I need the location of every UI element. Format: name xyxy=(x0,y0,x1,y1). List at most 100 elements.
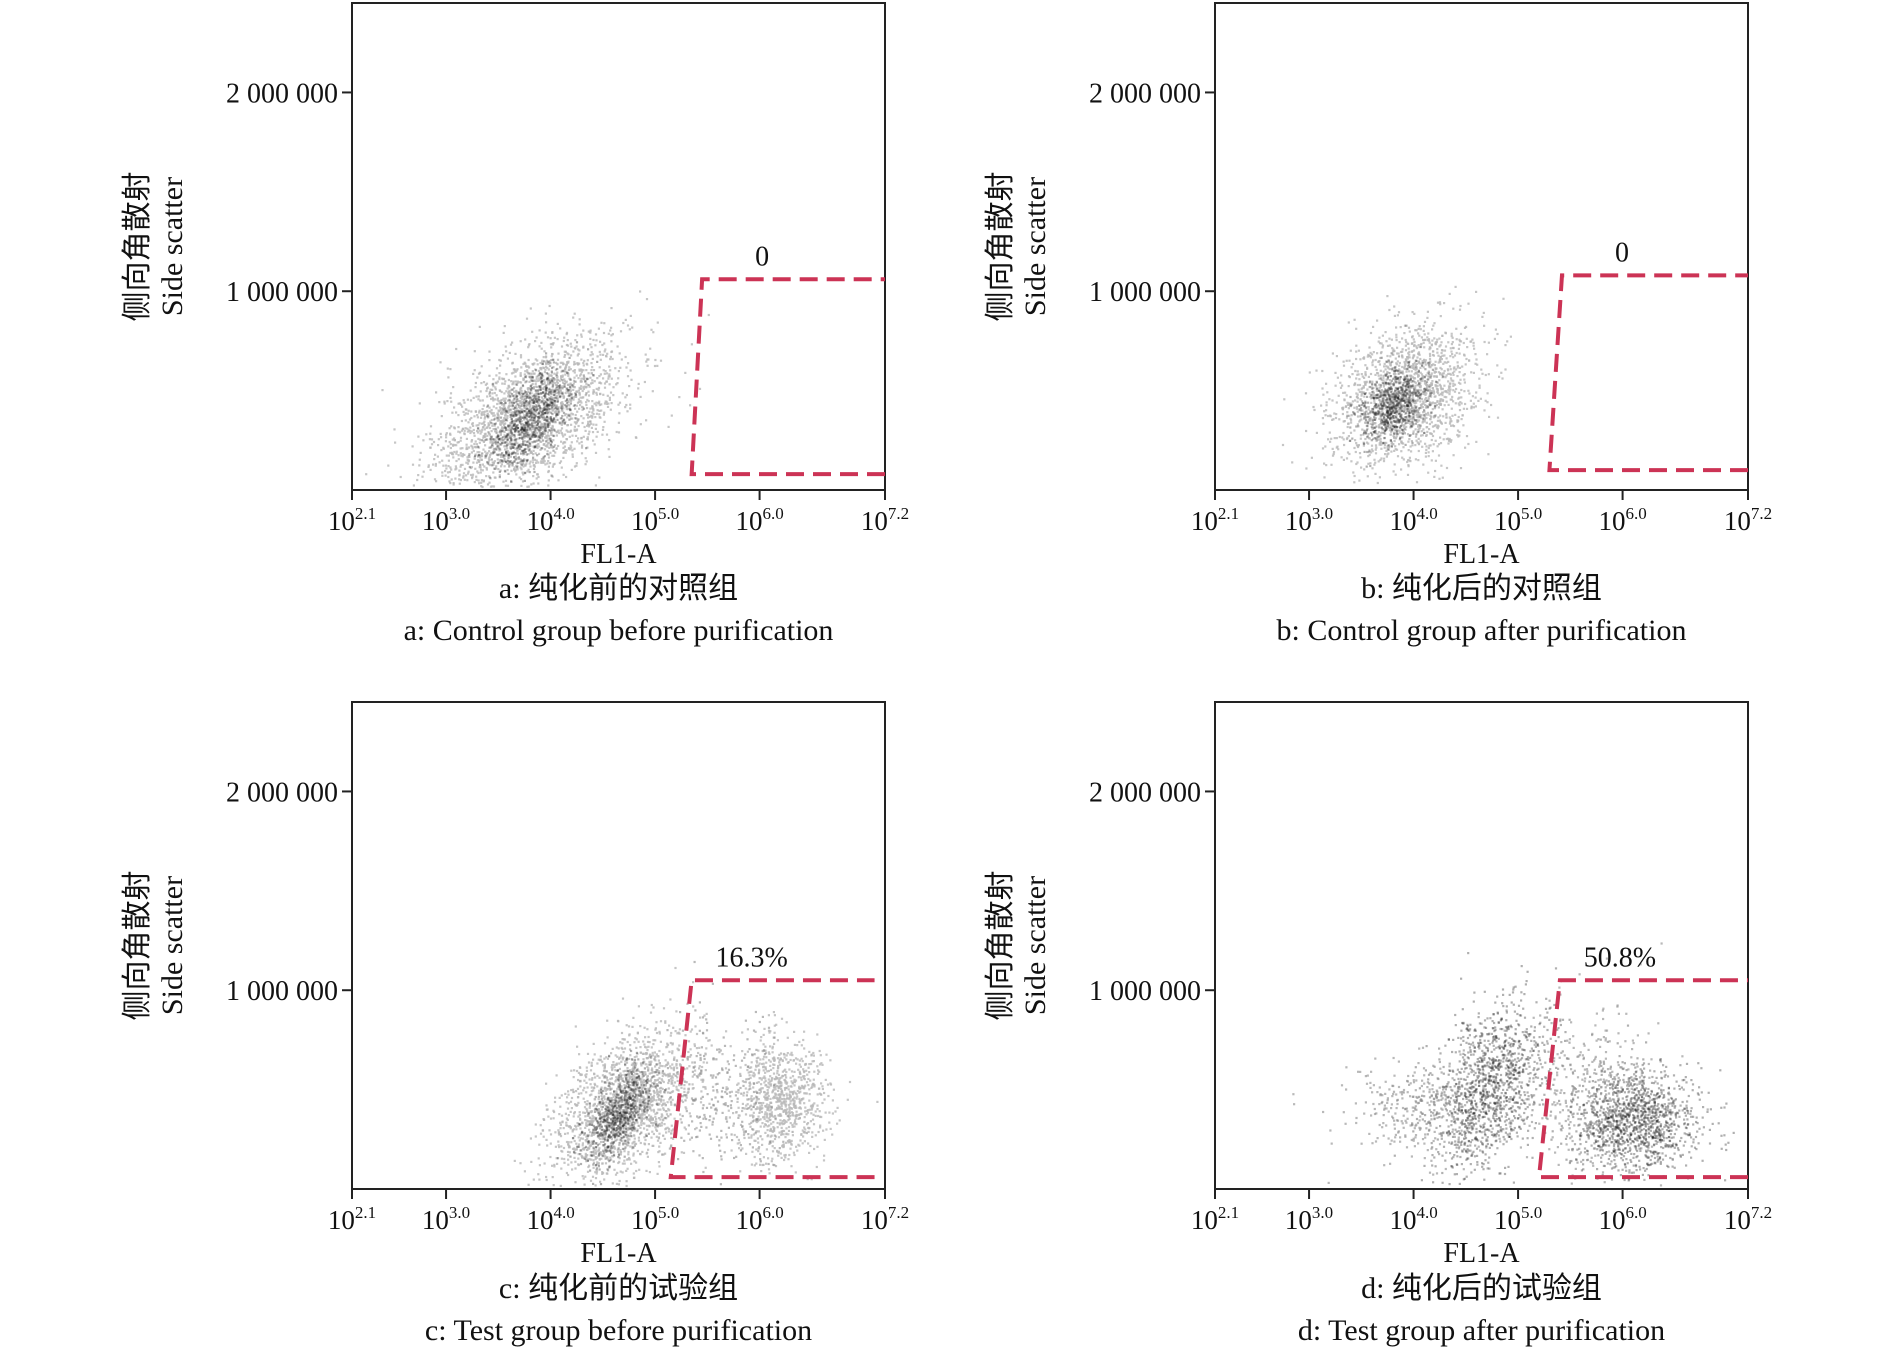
data-point xyxy=(585,447,588,450)
data-point xyxy=(1395,428,1398,431)
data-point xyxy=(1465,407,1469,410)
data-point xyxy=(467,409,470,412)
data-point xyxy=(1413,312,1416,315)
data-point xyxy=(517,461,520,464)
data-point xyxy=(1396,396,1399,399)
data-point xyxy=(1383,403,1386,406)
data-point xyxy=(1390,338,1393,341)
data-point xyxy=(540,424,543,427)
data-point xyxy=(1363,414,1366,417)
data-point xyxy=(1396,418,1399,421)
data-point xyxy=(552,439,555,442)
data-point xyxy=(591,357,594,360)
data-point xyxy=(1395,425,1398,428)
data-point xyxy=(543,422,546,425)
data-point xyxy=(1382,406,1385,409)
data-point xyxy=(475,395,478,398)
data-point xyxy=(542,458,545,461)
data-point xyxy=(467,472,470,475)
data-point xyxy=(552,463,555,466)
data-point xyxy=(505,390,508,393)
data-point xyxy=(515,395,518,398)
data-point xyxy=(526,444,529,447)
data-point xyxy=(637,387,640,390)
data-point xyxy=(515,424,518,427)
data-point xyxy=(430,443,434,446)
data-point xyxy=(506,443,509,446)
data-point xyxy=(552,401,555,404)
data-point xyxy=(1415,359,1418,362)
data-point xyxy=(457,454,460,457)
data-point xyxy=(521,437,524,440)
data-point xyxy=(1403,378,1406,381)
data-point xyxy=(1428,365,1431,369)
data-point xyxy=(1428,352,1432,355)
data-point xyxy=(457,426,460,429)
data-point xyxy=(590,372,593,375)
data-point xyxy=(605,372,609,375)
data-point xyxy=(558,389,561,392)
data-point xyxy=(1427,362,1430,365)
data-point xyxy=(509,408,512,411)
data-point xyxy=(1431,408,1434,411)
data-point xyxy=(1428,341,1431,344)
data-point xyxy=(1417,437,1420,440)
data-point xyxy=(1437,354,1440,357)
data-point xyxy=(502,397,505,400)
data-point xyxy=(504,414,507,417)
data-point xyxy=(1347,321,1350,324)
data-point xyxy=(1395,395,1398,398)
data-point xyxy=(573,360,576,364)
data-point xyxy=(1380,403,1383,406)
data-point xyxy=(543,400,546,403)
data-point xyxy=(1420,378,1423,381)
data-point xyxy=(652,331,655,334)
data-point xyxy=(1400,399,1403,402)
data-point xyxy=(1353,429,1356,432)
data-point xyxy=(551,380,554,384)
data-point xyxy=(1424,451,1427,454)
data-point xyxy=(505,452,508,455)
data-point xyxy=(611,357,614,361)
data-point xyxy=(553,382,556,385)
data-point xyxy=(525,413,528,416)
data-point xyxy=(545,321,548,324)
data-point xyxy=(1369,431,1372,434)
data-point xyxy=(553,444,557,447)
data-point xyxy=(1436,400,1439,403)
data-point xyxy=(1426,405,1429,408)
data-point xyxy=(569,386,572,389)
data-point xyxy=(1452,382,1455,385)
data-point xyxy=(1416,390,1419,393)
data-point xyxy=(520,449,523,453)
data-point xyxy=(1428,385,1431,388)
data-point xyxy=(560,370,563,373)
data-point xyxy=(510,434,513,437)
data-point xyxy=(1450,332,1453,335)
data-point xyxy=(1474,353,1477,356)
data-point xyxy=(541,423,545,426)
data-point xyxy=(1445,437,1448,441)
data-point xyxy=(1378,443,1381,446)
data-point xyxy=(542,413,545,416)
data-point xyxy=(573,363,576,366)
data-point xyxy=(598,400,601,403)
data-point xyxy=(562,407,565,410)
data-point xyxy=(1403,400,1406,403)
data-point xyxy=(537,461,540,464)
data-point xyxy=(449,368,452,371)
data-point xyxy=(1380,351,1383,354)
data-point xyxy=(1329,440,1332,443)
data-point xyxy=(523,401,526,404)
data-point xyxy=(588,385,591,388)
data-point xyxy=(1410,440,1413,443)
data-point xyxy=(513,436,516,439)
data-point xyxy=(1357,349,1360,352)
data-point xyxy=(1370,439,1373,442)
data-point xyxy=(1446,368,1449,371)
data-point xyxy=(1409,377,1413,380)
data-point xyxy=(429,425,433,428)
data-point xyxy=(1371,420,1374,423)
data-point xyxy=(533,435,536,438)
data-point xyxy=(523,443,526,446)
